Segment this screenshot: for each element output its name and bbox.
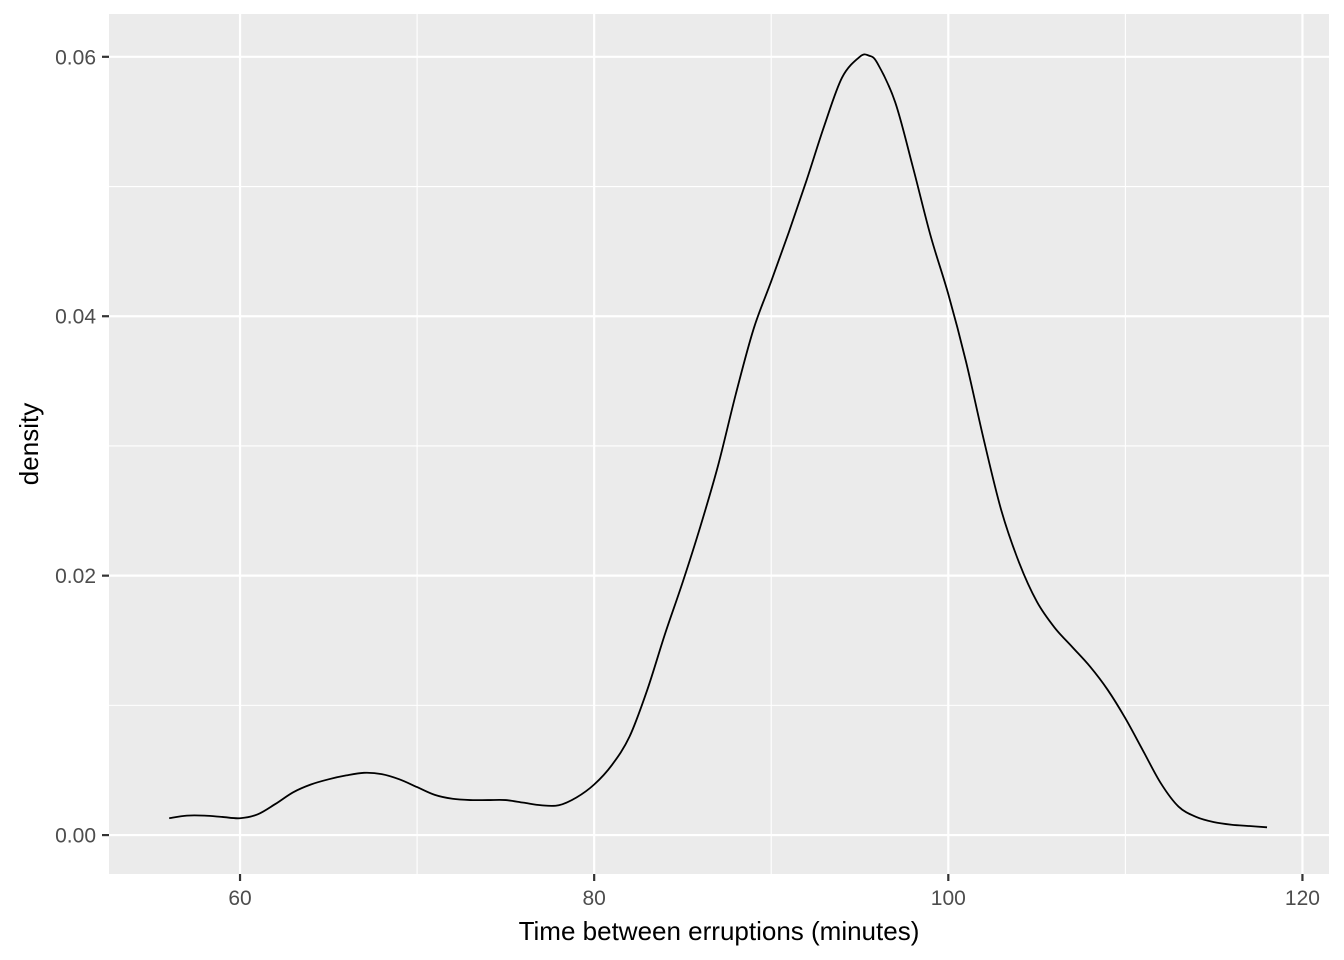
x-axis-ticks: 60 80 100 120	[228, 874, 1320, 910]
x-tick-label: 60	[228, 887, 251, 910]
x-tick-label: 100	[931, 887, 966, 910]
x-tick-label: 80	[582, 887, 605, 910]
y-axis-title: density	[14, 403, 44, 485]
y-tick-label: 0.04	[55, 306, 96, 329]
plot-panel	[109, 14, 1329, 874]
minor-gridlines	[109, 14, 1329, 874]
density-curve	[169, 53, 1268, 829]
x-axis-title: Time between erruptions (minutes)	[519, 916, 920, 946]
y-tick-label: 0.00	[55, 825, 96, 848]
y-axis-ticks: 0.00 0.02 0.04 0.06	[55, 46, 109, 848]
y-tick-label: 0.06	[55, 46, 96, 69]
y-tick-label: 0.02	[55, 565, 96, 588]
major-gridlines	[109, 14, 1329, 874]
x-tick-label: 120	[1285, 887, 1320, 910]
